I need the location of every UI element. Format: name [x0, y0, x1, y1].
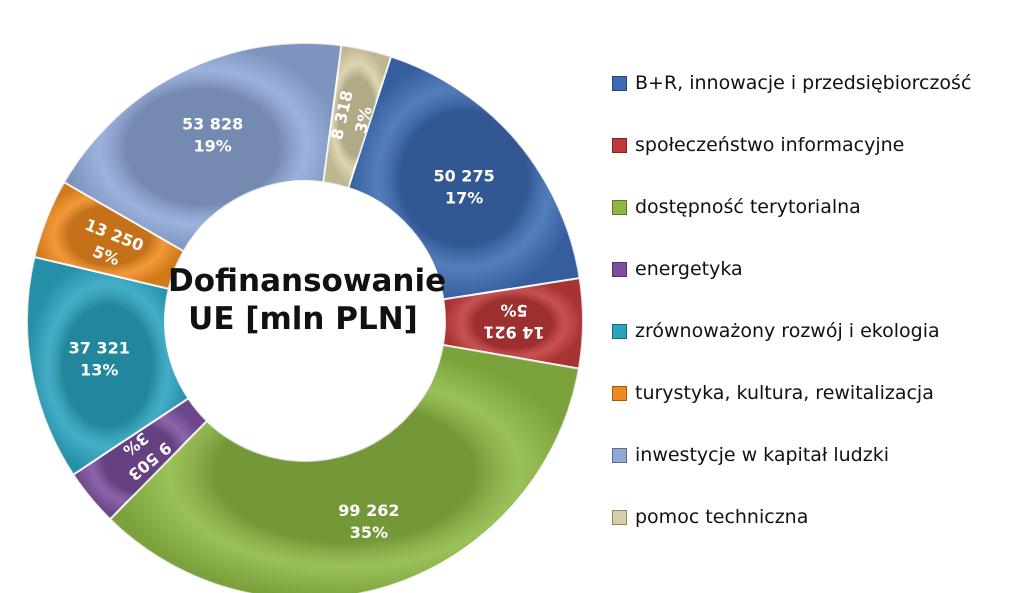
- slice-shading: [26, 256, 189, 475]
- slice-percent-label: 17%: [445, 188, 483, 207]
- legend-label: inwestycje w kapitał ludzki: [635, 444, 889, 466]
- slice-shading: [64, 43, 342, 252]
- slice-value-label: 99 262: [338, 501, 399, 520]
- legend-swatch: [612, 385, 627, 401]
- legend-label: pomoc techniczna: [635, 506, 809, 528]
- legend-label: B+R, innowacje i przedsiębiorczość: [635, 72, 972, 94]
- legend-swatch: [612, 323, 627, 339]
- slice-label-group: 14 921 5%: [483, 301, 544, 343]
- slice-percent-label: 35%: [350, 523, 388, 542]
- slice-value-label: 53 828: [182, 115, 243, 134]
- slice-label-group: 53 828 19%: [182, 115, 243, 156]
- slice-shading: [73, 398, 207, 520]
- legend-swatch: [612, 137, 627, 153]
- legend-swatch: [612, 199, 627, 215]
- slice-value-label: 37 321: [69, 339, 130, 358]
- legend-label: turystyka, kultura, rewitalizacja: [635, 382, 934, 404]
- center-title-line2: UE [mln PLN]: [188, 301, 418, 337]
- slice-label-group: 37 321 13%: [69, 339, 130, 380]
- legend-item: inwestycje w kapitał ludzki: [612, 424, 1022, 486]
- legend-label: społeczeństwo informacyjne: [635, 134, 905, 156]
- legend-item: dostępność terytorialna: [612, 176, 1022, 238]
- legend-swatch: [612, 509, 627, 525]
- legend-label: dostępność terytorialna: [635, 196, 861, 218]
- slice-value-label: 14 921: [483, 323, 544, 343]
- legend-label: energetyka: [635, 258, 743, 280]
- legend-item: pomoc techniczna: [612, 486, 1022, 548]
- legend-item: energetyka: [612, 238, 1022, 300]
- center-title-line1: Dofinansowanie: [168, 263, 447, 299]
- legend-swatch: [612, 447, 627, 463]
- chart-center-title: Dofinansowanie UE [mln PLN]: [168, 262, 447, 338]
- slice-shading: [34, 182, 184, 289]
- legend-swatch: [612, 261, 627, 277]
- slice-percent-label: 5%: [500, 301, 527, 320]
- slice-shading: [110, 345, 579, 593]
- slice-label-group: 99 262 35%: [338, 501, 399, 542]
- chart-legend: B+R, innowacje i przedsiębiorczość społe…: [612, 52, 1022, 548]
- legend-label: zrównoważony rozwój i ekologia: [635, 320, 940, 342]
- legend-item: zrównoważony rozwój i ekologia: [612, 300, 1022, 362]
- legend-swatch: [612, 75, 627, 91]
- slice-value-label: 50 275: [433, 166, 494, 185]
- slice-label-group: 50 275 17%: [433, 166, 494, 207]
- slice-percent-label: 19%: [193, 137, 231, 156]
- slice-shading: [442, 278, 584, 369]
- slice-percent-label: 13%: [80, 361, 118, 380]
- slice-shading: [348, 56, 580, 300]
- legend-item: społeczeństwo informacyjne: [612, 114, 1022, 176]
- legend-item: turystyka, kultura, rewitalizacja: [612, 362, 1022, 424]
- slice-shading: [323, 45, 391, 188]
- legend-item: B+R, innowacje i przedsiębiorczość: [612, 52, 1022, 114]
